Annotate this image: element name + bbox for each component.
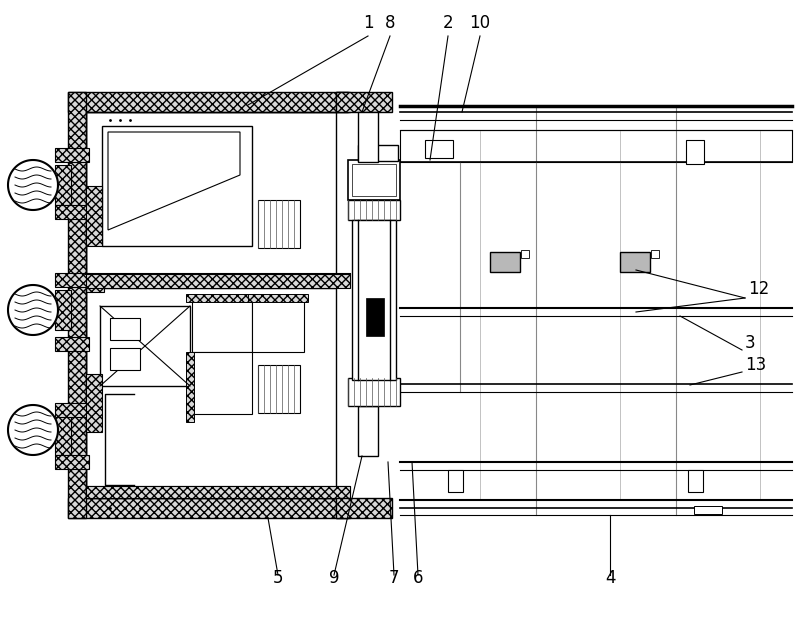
Bar bbox=[86, 486, 350, 498]
Text: 5: 5 bbox=[273, 569, 283, 587]
Bar bbox=[336, 498, 350, 518]
Polygon shape bbox=[8, 160, 58, 210]
Text: 12: 12 bbox=[748, 280, 770, 298]
Bar bbox=[248, 294, 308, 302]
Bar bbox=[366, 298, 384, 336]
Bar bbox=[358, 406, 378, 456]
Bar bbox=[100, 306, 190, 386]
Bar bbox=[110, 318, 140, 340]
Bar bbox=[252, 300, 304, 352]
Bar bbox=[258, 365, 300, 413]
Bar bbox=[192, 352, 252, 414]
Bar bbox=[55, 337, 89, 351]
Bar bbox=[186, 352, 194, 422]
Bar bbox=[336, 498, 392, 518]
Bar bbox=[686, 140, 704, 164]
Bar bbox=[258, 200, 300, 248]
Bar bbox=[55, 415, 71, 455]
Bar bbox=[358, 145, 398, 161]
Bar bbox=[55, 148, 89, 162]
Bar bbox=[55, 273, 89, 287]
Bar bbox=[55, 290, 71, 330]
Text: 8: 8 bbox=[385, 14, 395, 32]
Text: 2: 2 bbox=[442, 14, 454, 32]
Bar bbox=[68, 498, 348, 518]
Text: 9: 9 bbox=[329, 569, 339, 587]
Bar bbox=[348, 378, 400, 406]
Bar bbox=[86, 112, 336, 274]
Bar bbox=[55, 455, 89, 469]
Text: 13: 13 bbox=[745, 356, 766, 374]
Bar bbox=[86, 186, 102, 246]
Bar bbox=[192, 300, 252, 352]
Bar bbox=[68, 92, 348, 112]
Bar bbox=[521, 250, 529, 258]
Bar bbox=[86, 486, 350, 498]
Bar bbox=[336, 92, 350, 112]
Bar bbox=[348, 160, 400, 200]
Text: 7: 7 bbox=[389, 569, 399, 587]
Bar bbox=[348, 200, 400, 220]
Bar bbox=[110, 348, 140, 370]
Text: 3: 3 bbox=[745, 334, 756, 352]
Bar bbox=[490, 252, 520, 272]
Bar bbox=[425, 140, 453, 158]
Bar bbox=[352, 164, 396, 196]
Bar bbox=[651, 250, 659, 258]
Bar bbox=[688, 470, 703, 492]
Bar bbox=[86, 274, 350, 288]
Bar bbox=[352, 220, 396, 380]
Bar bbox=[248, 274, 348, 286]
Bar bbox=[68, 92, 86, 518]
Bar bbox=[694, 506, 722, 514]
Bar bbox=[448, 470, 463, 492]
Polygon shape bbox=[108, 132, 240, 230]
Bar bbox=[55, 403, 89, 417]
Bar bbox=[86, 274, 104, 292]
Polygon shape bbox=[8, 405, 58, 455]
Bar bbox=[400, 130, 792, 162]
Text: 1: 1 bbox=[362, 14, 374, 32]
Text: 6: 6 bbox=[413, 569, 423, 587]
Text: 4: 4 bbox=[605, 569, 615, 587]
Text: 10: 10 bbox=[470, 14, 490, 32]
Bar bbox=[186, 294, 256, 302]
Bar bbox=[102, 126, 252, 246]
Bar bbox=[55, 165, 71, 205]
Bar bbox=[86, 288, 336, 498]
Bar bbox=[86, 374, 102, 432]
Polygon shape bbox=[8, 285, 58, 335]
Bar bbox=[55, 205, 89, 219]
Bar bbox=[336, 92, 392, 112]
Bar bbox=[358, 112, 378, 162]
Bar bbox=[620, 252, 650, 272]
